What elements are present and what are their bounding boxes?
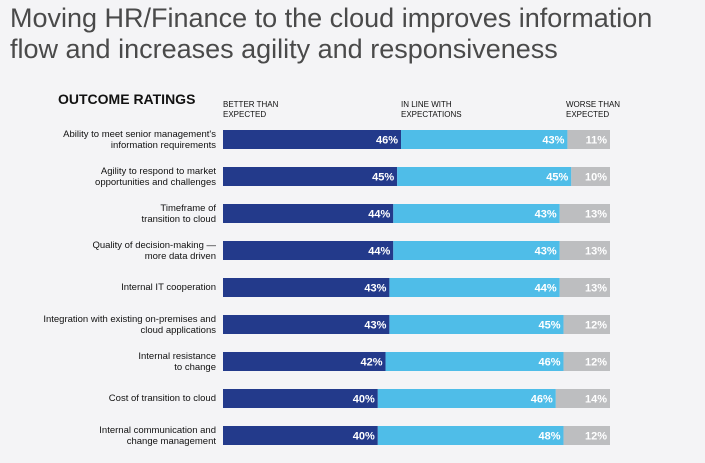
category-label-line: Internal resistance	[138, 350, 216, 362]
bar-segment-series-2	[567, 130, 610, 149]
category-label-line: cloud applications	[140, 324, 216, 336]
bar-segment-series-0	[223, 130, 402, 149]
legend-better-than-expected: BETTER THAN EXPECTED	[223, 100, 278, 120]
bar-value-label: 10%	[585, 172, 607, 184]
bar-value-label: 11%	[586, 135, 608, 147]
category-label: Cost of transition to cloud	[3, 393, 216, 404]
legend-inline-line-2: EXPECTATIONS	[401, 110, 462, 119]
legend-in-line-with-expectations: IN LINE WITH EXPECTATIONS	[401, 100, 462, 120]
bar-segment-series-2	[571, 167, 610, 186]
category-label-line: more data driven	[144, 250, 216, 262]
section-title: OUTCOME RATINGS	[58, 91, 196, 107]
category-label-line: Quality of decision-making —	[92, 239, 216, 251]
category-label: Internal communication and change managem…	[3, 425, 216, 447]
bar-value-label: 43%	[535, 209, 557, 221]
bar-segment-series-1	[377, 426, 564, 445]
legend-better-line-2: EXPECTED	[223, 110, 267, 119]
bar-segment-series-0	[223, 167, 398, 186]
bar-segment-series-1	[377, 389, 556, 408]
bar-value-label: 42%	[361, 357, 383, 369]
category-label-line: Internal communication and	[99, 424, 216, 436]
category-label: Agility to respond to market opportunitie…	[3, 166, 216, 188]
category-label: Internal IT cooperation	[3, 282, 216, 293]
bar-segment-series-2	[563, 426, 610, 445]
bar-value-label: 12%	[585, 357, 607, 369]
bar-value-label: 43%	[535, 246, 557, 258]
bar-value-label: 44%	[368, 209, 390, 221]
bar-value-label: 12%	[585, 320, 607, 332]
bar-segment-series-1	[385, 352, 564, 371]
chart-title: Moving HR/Finance to the cloud improves …	[10, 3, 700, 65]
bar-segment-series-1	[401, 130, 568, 149]
bar-value-label: 46%	[531, 394, 553, 406]
bar-segment-series-2	[563, 315, 610, 334]
category-label-line: transition to cloud	[141, 213, 216, 225]
category-label-line: information requirements	[110, 139, 216, 151]
bar-segment-series-2	[559, 204, 610, 223]
category-label-line: Integration with existing on-premises an…	[43, 313, 216, 325]
bar-value-label: 40%	[353, 394, 375, 406]
bar-segment-series-0	[223, 315, 390, 334]
legend-worse-line-1: WORSE THAN	[566, 100, 621, 109]
bar-value-label: 44%	[535, 283, 557, 295]
bar-segment-series-2	[555, 389, 610, 408]
category-label: Internal resistance to change	[3, 351, 216, 373]
category-label-line: Timeframe of	[160, 202, 216, 214]
category-label-line: to change	[174, 361, 216, 373]
bar-segment-series-0	[223, 241, 394, 260]
category-label-line: opportunities and challenges	[95, 176, 216, 188]
bar-segment-series-1	[397, 167, 572, 186]
bar-segment-series-0	[223, 389, 378, 408]
bar-value-label: 45%	[546, 172, 568, 184]
bar-value-label: 14%	[585, 394, 607, 406]
category-label: Quality of decision-making — more data dr…	[3, 240, 216, 262]
legend-better-line-1: BETTER THAN	[223, 100, 279, 109]
bar-segment-series-1	[389, 315, 564, 334]
bar-value-label: 48%	[539, 431, 561, 443]
chart-title-line-2: flow and increases agility and responsiv…	[10, 34, 558, 64]
bar-segment-series-2	[563, 352, 610, 371]
category-label: Timeframe of transition to cloud	[3, 203, 216, 225]
category-label-line: Ability to meet senior management's	[63, 128, 216, 140]
bar-value-label: 13%	[585, 246, 607, 258]
category-label-line: Cost of transition to cloud	[108, 393, 216, 404]
category-label: Integration with existing on-premises an…	[3, 314, 216, 336]
chart-title-line-1: Moving HR/Finance to the cloud improves …	[10, 3, 653, 33]
bar-value-label: 13%	[585, 209, 607, 221]
bar-value-label: 43%	[364, 320, 386, 332]
bar-segment-series-1	[389, 278, 560, 297]
bar-value-label: 13%	[585, 283, 607, 295]
category-label-line: Internal IT cooperation	[121, 282, 216, 293]
legend-worse-line-2: EXPECTED	[566, 110, 610, 119]
category-label-line: change management	[126, 435, 216, 447]
legend-worse-than-expected: WORSE THAN EXPECTED	[566, 100, 620, 120]
legend-inline-line-1: IN LINE WITH	[401, 100, 452, 109]
bar-segment-series-0	[223, 426, 378, 445]
category-label-line: Agility to respond to market	[100, 165, 216, 177]
bar-value-label: 43%	[364, 283, 386, 295]
bar-value-label: 45%	[539, 320, 561, 332]
bar-value-label: 46%	[376, 135, 398, 147]
bar-value-label: 44%	[368, 246, 390, 258]
bar-value-label: 46%	[539, 357, 561, 369]
category-label: Ability to meet senior management's infor…	[3, 129, 216, 151]
bar-segment-series-0	[223, 204, 394, 223]
bar-value-label: 40%	[353, 431, 375, 443]
bar-segment-series-2	[559, 241, 610, 260]
bar-value-label: 43%	[542, 135, 564, 147]
bar-segment-series-2	[559, 278, 610, 297]
bar-value-label: 45%	[372, 172, 394, 184]
bar-segment-series-0	[223, 278, 390, 297]
bar-value-label: 12%	[585, 431, 607, 443]
bar-segment-series-0	[223, 352, 386, 371]
bar-segment-series-1	[393, 204, 560, 223]
bar-segment-series-1	[393, 241, 560, 260]
